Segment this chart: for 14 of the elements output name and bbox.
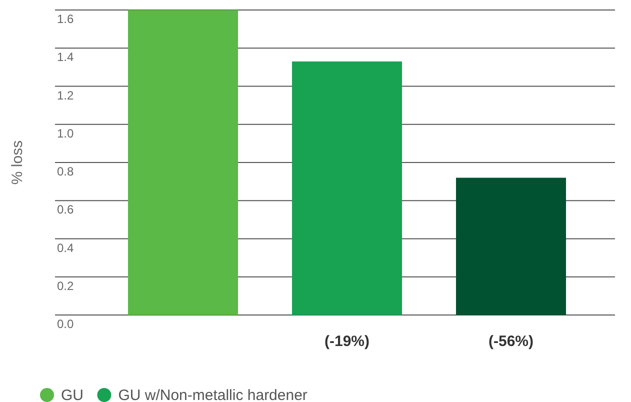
x-tick-label: (-56%)	[488, 333, 534, 350]
y-tick-label: 1.2	[57, 88, 74, 102]
y-tick-label: 0.2	[57, 278, 74, 293]
y-tick-label: 1.4	[57, 50, 74, 64]
x-tick-label: (-19%)	[324, 333, 370, 350]
y-axis-title: % loss	[9, 140, 26, 185]
y-tick-label: 0.6	[57, 202, 74, 217]
y-tick-label: 1.6	[57, 12, 74, 26]
y-tick-label: 0.8	[57, 164, 74, 178]
y-tick-label: 0.0	[57, 317, 74, 331]
legend-label: GU w/Non-metallic hardener	[118, 387, 308, 402]
y-tick-label: 0.4	[57, 240, 74, 255]
y-tick-label: 1.0	[57, 126, 74, 140]
legend-label: GU	[61, 387, 84, 402]
